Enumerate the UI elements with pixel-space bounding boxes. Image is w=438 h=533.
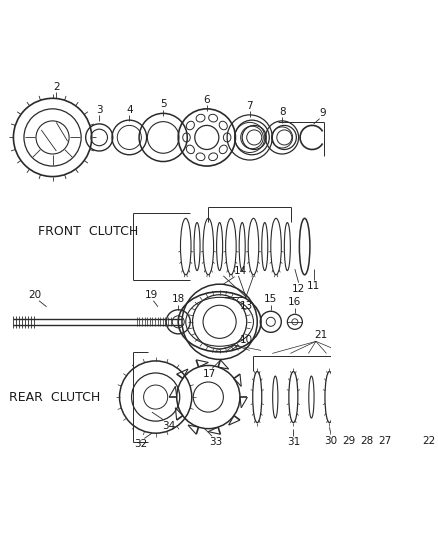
- Text: 19: 19: [145, 290, 159, 300]
- Text: 6: 6: [204, 95, 210, 105]
- Text: 5: 5: [160, 99, 166, 109]
- Text: 30: 30: [325, 435, 338, 446]
- Text: 16: 16: [288, 297, 301, 307]
- Text: 32: 32: [134, 440, 147, 449]
- Text: 7: 7: [247, 101, 253, 111]
- Text: 2: 2: [53, 82, 60, 92]
- Text: 8: 8: [279, 107, 286, 117]
- Text: 21: 21: [314, 330, 328, 341]
- Text: REAR  CLUTCH: REAR CLUTCH: [9, 391, 100, 403]
- Text: 11: 11: [307, 281, 320, 292]
- Text: 33: 33: [209, 437, 223, 447]
- Text: 28: 28: [360, 435, 374, 446]
- Text: 3: 3: [96, 104, 102, 115]
- Text: 14: 14: [234, 265, 247, 276]
- Text: 18: 18: [172, 294, 185, 304]
- Text: 31: 31: [287, 437, 300, 447]
- Text: 12: 12: [292, 284, 305, 294]
- Text: FRONT  CLUTCH: FRONT CLUTCH: [38, 225, 138, 238]
- Text: 9: 9: [319, 108, 326, 118]
- Text: 17: 17: [202, 369, 215, 379]
- Text: 10: 10: [240, 335, 253, 345]
- Text: 29: 29: [343, 435, 356, 446]
- Text: 22: 22: [422, 435, 435, 446]
- Text: 27: 27: [378, 435, 392, 446]
- Text: 4: 4: [126, 104, 133, 115]
- Text: 34: 34: [162, 421, 176, 431]
- Text: 13: 13: [239, 301, 253, 311]
- Text: 15: 15: [264, 294, 277, 304]
- Text: 20: 20: [28, 290, 42, 300]
